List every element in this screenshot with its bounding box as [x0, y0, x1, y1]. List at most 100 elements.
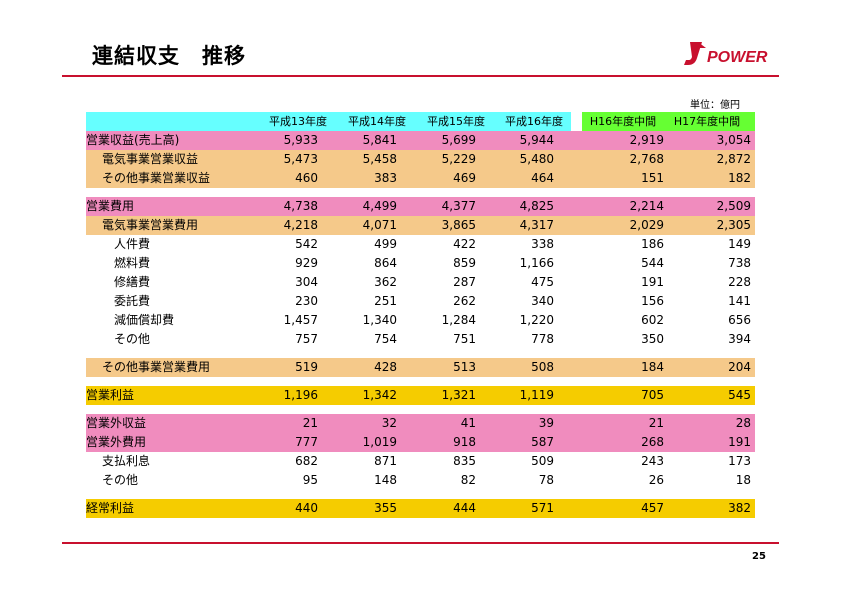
cell: 859: [453, 256, 476, 270]
table-row: 営業収益(売上高) 5,933 5,841 5,699 5,944 2,919 …: [86, 131, 755, 150]
table-row: 営業外収益 21 32 41 39 21 28: [86, 414, 755, 433]
col-header: H16年度中間: [589, 115, 657, 128]
table-row: 経常利益 440 355 444 571 457 382: [86, 499, 755, 518]
cell: 460: [295, 171, 318, 185]
cell: 545: [728, 388, 751, 402]
row-label: 営業外費用: [86, 435, 147, 449]
row-label: その他: [102, 473, 139, 487]
cell: 5,473: [283, 152, 318, 166]
cell: 82: [460, 473, 476, 487]
cell: 475: [531, 275, 554, 289]
row-label: 支払利息: [102, 454, 151, 468]
logo-wordmark: POWER: [707, 49, 768, 66]
cell: 656: [728, 313, 751, 327]
cell: 3,054: [716, 133, 751, 147]
cell: 287: [453, 275, 476, 289]
cell: 778: [531, 332, 554, 346]
cell: 21: [648, 416, 664, 430]
cell: 499: [374, 237, 397, 251]
cell: 18: [735, 473, 751, 487]
row-label: 経常利益: [86, 501, 135, 515]
cell: 5,229: [441, 152, 476, 166]
cell: 304: [295, 275, 318, 289]
table-row: 営業費用 4,738 4,499 4,377 4,825 2,214 2,509: [86, 197, 755, 216]
cell: 571: [531, 501, 554, 515]
table-row: 電気事業営業収益 5,473 5,458 5,229 5,480 2,768 2…: [86, 150, 755, 169]
table-row: 営業利益 1,196 1,342 1,321 1,119 705 545: [86, 386, 755, 405]
cell: 835: [453, 454, 476, 468]
cell: 682: [295, 454, 318, 468]
cell: 262: [453, 294, 476, 308]
cell: 4,218: [283, 218, 318, 232]
cell: 173: [728, 454, 751, 468]
cell: 757: [295, 332, 318, 346]
row-label: 委託費: [114, 294, 151, 308]
cell: 542: [295, 237, 318, 251]
cell: 2,214: [629, 199, 664, 213]
cell: 243: [641, 454, 664, 468]
cell: 1,196: [283, 388, 318, 402]
cell: 151: [641, 171, 664, 185]
cell: 41: [460, 416, 476, 430]
cell: 32: [381, 416, 397, 430]
cell: 184: [641, 360, 664, 374]
cell: 422: [453, 237, 476, 251]
row-label: その他: [114, 332, 151, 346]
title-rule: [62, 75, 779, 77]
footer-rule: [62, 542, 779, 544]
table-row: 減価償却費 1,457 1,340 1,284 1,220 602 656: [86, 311, 755, 330]
cell: 26: [648, 473, 664, 487]
cell: 182: [728, 171, 751, 185]
cell: 394: [728, 332, 751, 346]
cell: 457: [641, 501, 664, 515]
page-title: 連結収支 推移: [92, 44, 246, 68]
cell: 4,825: [519, 199, 554, 213]
table-row: 支払利息 682 871 835 509 243 173: [86, 452, 755, 471]
cell: 509: [531, 454, 554, 468]
col-header: 平成16年度: [505, 115, 563, 128]
cell: 440: [295, 501, 318, 515]
cell: 469: [453, 171, 476, 185]
cell: 186: [641, 237, 664, 251]
cell: 338: [531, 237, 554, 251]
jpower-logo: POWER: [684, 42, 768, 66]
cell: 864: [374, 256, 397, 270]
cell: 204: [728, 360, 751, 374]
cell: 738: [728, 256, 751, 270]
income-table: 平成13年度 平成14年度 平成15年度 平成16年度 H16年度中間 H17年…: [86, 112, 755, 518]
cell: 148: [374, 473, 397, 487]
cell: 5,841: [362, 133, 397, 147]
row-label: 減価償却費: [114, 313, 175, 327]
row-label: 人件費: [114, 237, 151, 251]
table-row: その他事業営業収益 460 383 469 464 151 182: [86, 169, 755, 188]
cell: 95: [302, 473, 318, 487]
row-label: 営業外収益: [86, 416, 147, 430]
cell: 2,919: [629, 133, 664, 147]
logo-j-mark: [684, 42, 702, 65]
cell: 444: [453, 501, 476, 515]
cell: 355: [374, 501, 397, 515]
cell: 1,342: [362, 388, 397, 402]
cell: 5,933: [283, 133, 318, 147]
cell: 5,699: [441, 133, 476, 147]
cell: 754: [374, 332, 397, 346]
cell: 78: [538, 473, 554, 487]
cell: 5,944: [519, 133, 554, 147]
cell: 2,305: [716, 218, 751, 232]
cell: 191: [728, 435, 751, 449]
row-label: 電気事業営業費用: [102, 218, 199, 232]
cell: 4,317: [519, 218, 554, 232]
cell: 2,029: [629, 218, 664, 232]
cell: 228: [728, 275, 751, 289]
cell: 871: [374, 454, 397, 468]
cell: 191: [641, 275, 664, 289]
cell: 156: [641, 294, 664, 308]
cell: 4,738: [283, 199, 318, 213]
cell: 1,019: [362, 435, 397, 449]
cell: 1,119: [519, 388, 554, 402]
table-header: 平成13年度 平成14年度 平成15年度 平成16年度 H16年度中間 H17年…: [86, 112, 755, 131]
cell: 918: [453, 435, 476, 449]
table-row: 人件費 542 499 422 338 186 149: [86, 235, 755, 254]
table-row: その他 757 754 751 778 350 394: [86, 330, 755, 349]
cell: 751: [453, 332, 476, 346]
